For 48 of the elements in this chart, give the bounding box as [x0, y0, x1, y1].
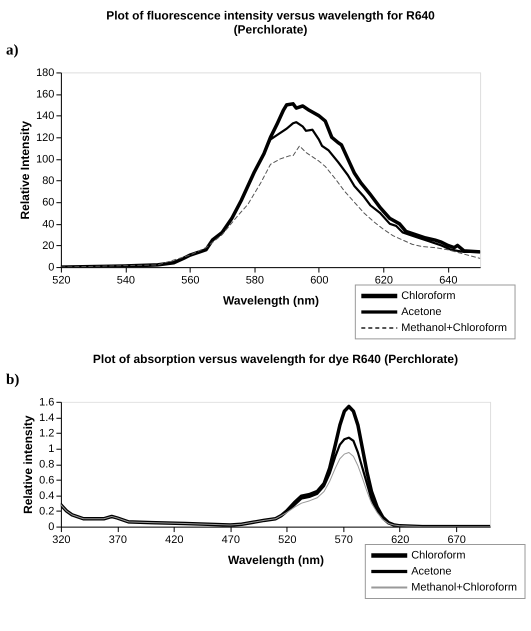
x-tick-label: 520: [52, 274, 71, 287]
chart-title: Plot of fluorescence intensity versus wavelength for R640 (Perchlorate): [106, 8, 436, 37]
y-tick-label: 20: [42, 240, 54, 252]
legend-label: Chloroform: [401, 290, 456, 302]
y-tick-label: 100: [36, 153, 54, 166]
y-tick-label: 0: [48, 262, 54, 274]
y-axis-title: Relative Intensity: [18, 120, 32, 220]
legend-label: Methanol+Chloroform: [411, 581, 518, 594]
y-tick-label: 0.4: [39, 490, 54, 502]
y-tick-label: 80: [42, 175, 54, 188]
x-tick-label: 600: [310, 274, 329, 287]
x-tick-label: 620: [391, 534, 410, 546]
x-tick-label: 320: [52, 534, 71, 546]
y-tick-label: 1.6: [39, 396, 54, 408]
y-tick-label: 0.8: [39, 458, 54, 471]
legend-label: Methanol+Chloroform: [401, 322, 508, 334]
y-tick-label: 0: [48, 521, 54, 534]
x-tick-label: 620: [374, 274, 394, 287]
x-tick-label: 470: [222, 534, 240, 546]
y-tick-label: 0.6: [39, 474, 54, 486]
x-tick-label: 370: [108, 534, 128, 546]
y-tick-label: 160: [36, 88, 54, 101]
y-tick-label: 40: [42, 218, 54, 230]
y-axis-title: Relative intensity: [21, 415, 36, 514]
x-tick-label: 580: [246, 274, 264, 287]
chart-title: Plot of absorption versus wavelength for dye R640 (Perchlorate): [92, 352, 458, 366]
y-tick-label: 60: [42, 196, 54, 209]
y-tick-label: 180: [36, 66, 54, 79]
x-tick-label: 570: [334, 534, 353, 546]
y-tick-label: 140: [36, 110, 54, 122]
y-tick-label: 1: [48, 443, 54, 456]
legend-label: Acetone: [411, 565, 452, 578]
x-axis-title: Wavelength (nm): [228, 553, 324, 568]
y-tick-label: 0.2: [39, 505, 54, 518]
x-tick-label: 520: [278, 534, 296, 546]
y-tick-label: 1.4: [39, 412, 54, 424]
x-tick-label: 640: [439, 274, 458, 287]
y-tick-label: 120: [36, 132, 54, 144]
x-tick-label: 670: [448, 534, 466, 546]
text: b): [6, 372, 20, 388]
x-tick-label: 420: [165, 534, 184, 546]
x-axis-title: Wavelength (nm): [222, 293, 319, 308]
x-tick-label: 560: [181, 274, 200, 287]
legend-label: Chloroform: [411, 550, 466, 562]
text: a): [6, 42, 18, 58]
legend-label: Acetone: [401, 306, 442, 318]
y-tick-label: 1.2: [39, 428, 54, 440]
x-tick-label: 540: [116, 274, 136, 287]
